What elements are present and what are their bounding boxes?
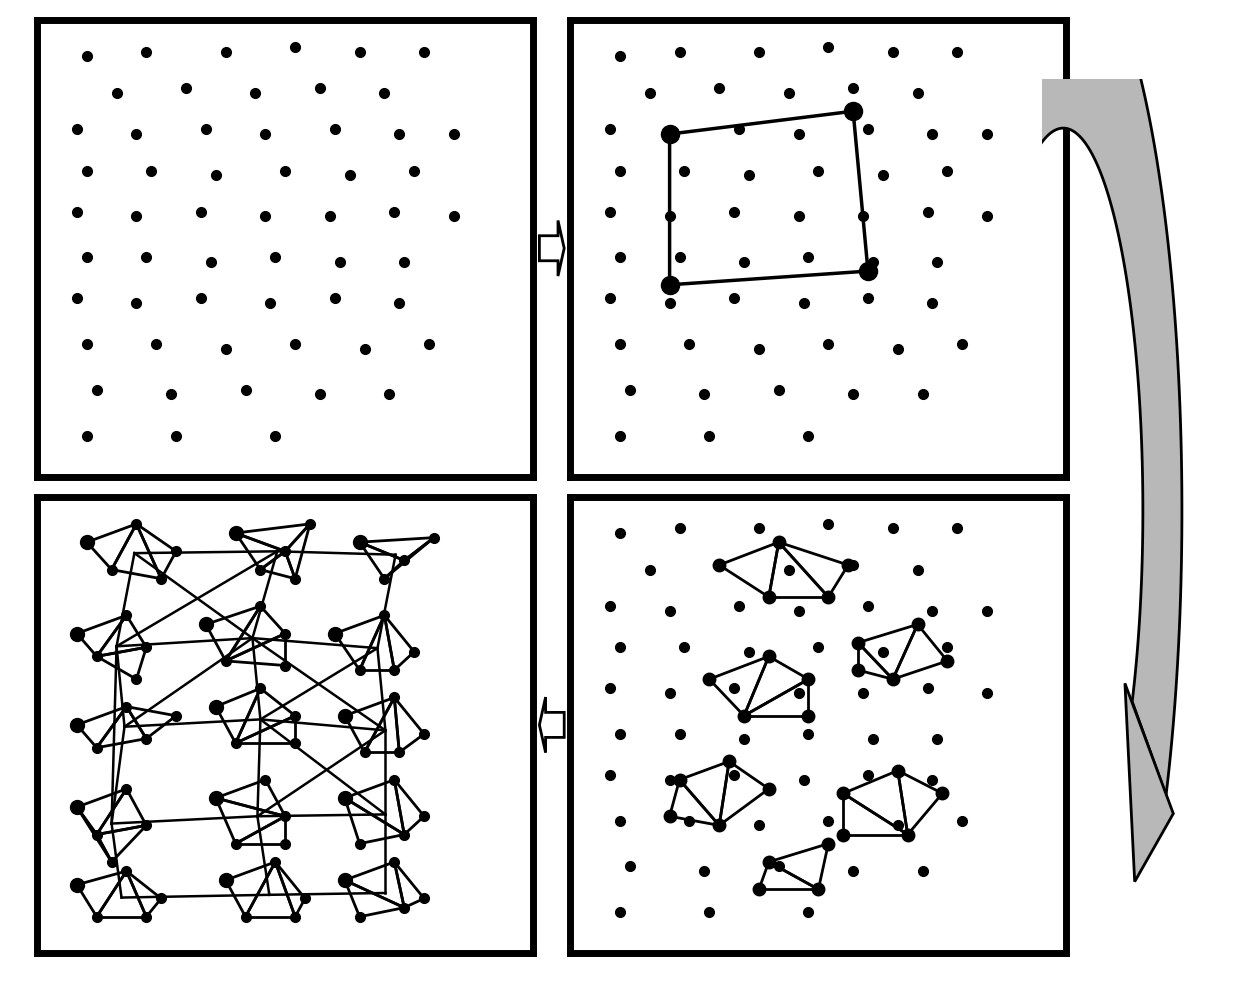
Polygon shape	[539, 220, 564, 276]
Polygon shape	[1125, 683, 1173, 882]
Polygon shape	[987, 0, 1182, 795]
Polygon shape	[539, 697, 564, 753]
